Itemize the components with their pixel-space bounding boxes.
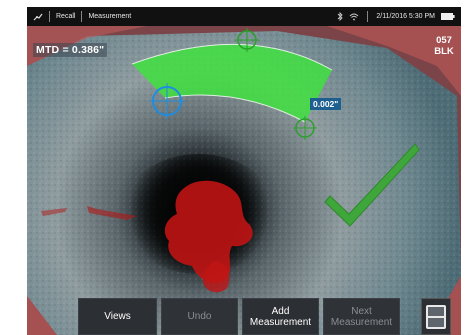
bluetooth-icon — [337, 12, 343, 21]
check-mark-icon — [324, 143, 420, 227]
probe-code-type: BLK — [434, 46, 454, 57]
probe-code-number: 057 — [436, 35, 452, 46]
wifi-icon — [349, 13, 359, 21]
add-measurement-button[interactable]: Add Measurement — [242, 298, 319, 335]
next-measurement-label: Next Measurement — [330, 305, 393, 328]
datetime: 2/11/2016 5:30 PM — [376, 13, 435, 20]
views-button[interactable]: Views — [78, 298, 157, 335]
cursor-left-active[interactable] — [149, 83, 185, 119]
status-separator — [81, 11, 83, 22]
status-separator — [49, 11, 50, 22]
mtd-readout: MTD = 0.386" — [33, 43, 108, 57]
recall-link[interactable]: Recall — [56, 13, 76, 20]
undo-button[interactable]: Undo — [161, 298, 238, 335]
cursor-bottom-right[interactable] — [293, 116, 317, 140]
probe-icon — [33, 12, 43, 22]
next-measurement-button[interactable]: Next Measurement — [323, 298, 400, 335]
screen-title: Measurement — [88, 13, 132, 20]
cursor-top[interactable] — [235, 28, 259, 52]
layout-menu-button[interactable] — [421, 298, 451, 335]
add-measurement-label: Add Measurement — [249, 305, 312, 328]
layout-menu-icon — [426, 305, 446, 329]
battery-icon — [441, 13, 455, 20]
status-bar: Recall Measurement 2/11/2016 5:30 PM — [27, 7, 461, 26]
borescope-image — [27, 26, 461, 335]
probe-code-badge: 057 BLK — [431, 35, 457, 57]
status-right-group: 2/11/2016 5:30 PM — [337, 11, 461, 22]
inspection-view[interactable]: MTD = 0.386" 057 BLK 0.002" Views Undo A… — [27, 26, 461, 335]
status-separator — [367, 11, 369, 22]
measurement-result-label: 0.002" — [310, 98, 342, 110]
